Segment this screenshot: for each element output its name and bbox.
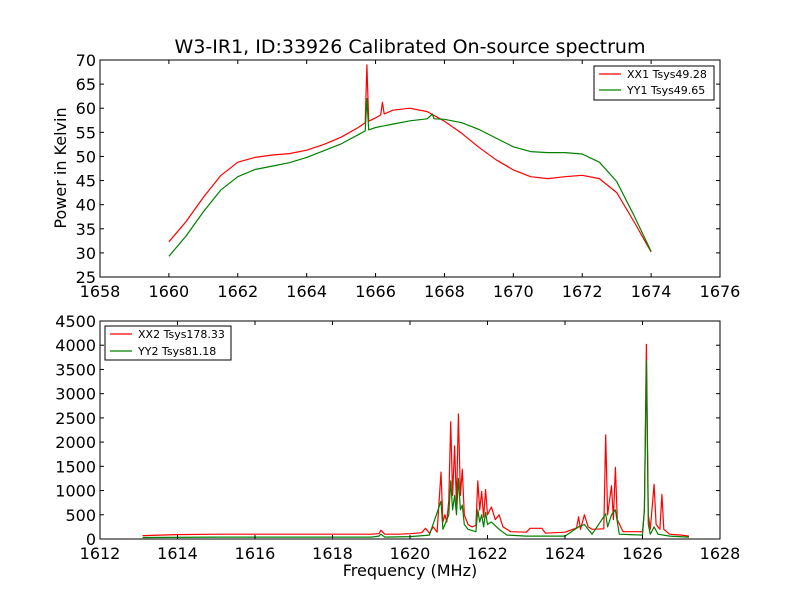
bottom-x-tick-label: 1622 <box>467 544 508 563</box>
bottom-ticks-group: 1612 1614 1616 1618 1620 1622 1624 1626 1628 0 500… <box>55 312 740 563</box>
top-y-tick-label: 35 <box>76 220 96 239</box>
bottom-x-tick-label: 1616 <box>235 544 276 563</box>
top-legend-label-xx1: XX1 Tsys49.28 <box>627 68 707 81</box>
bottom-x-tick-label: 1624 <box>545 544 586 563</box>
top-legend-box <box>593 65 715 101</box>
bottom-y-tick-label: 2500 <box>55 409 96 428</box>
bottom-legend-label-xx2: XX2 Tsys178.33 <box>138 328 225 341</box>
bottom-legend-label-yy2: YY2 Tsys81.18 <box>137 345 216 358</box>
top-series-group <box>168 64 652 257</box>
bottom-y-tick-label: 2000 <box>55 433 96 452</box>
bottom-x-tick-label: 1620 <box>390 544 431 563</box>
bottom-x-tick-label: 1612 <box>80 544 121 563</box>
bottom-y-tick-label: 1500 <box>55 457 96 476</box>
bottom-legend-box <box>104 325 232 361</box>
top-y-tick-label: 40 <box>76 196 96 215</box>
bottom-y-tick-label: 3500 <box>55 360 96 379</box>
bottom-x-tick-label: 1618 <box>312 544 353 563</box>
top-y-tick-label: 60 <box>76 99 96 118</box>
top-ticks-group: 1658 1660 1662 1664 1666 1668 1670 1672 1674 1676… <box>76 51 741 301</box>
bottom-y-tick-label: 4500 <box>55 312 96 331</box>
top-x-tick-label: 1666 <box>355 282 396 301</box>
top-x-tick-label: 1670 <box>493 282 534 301</box>
bottom-y-tick-label: 3000 <box>55 385 96 404</box>
bottom-series-line-2 <box>142 360 690 539</box>
top-y-tick-label: 25 <box>76 268 96 287</box>
bottom-x-axis-label: Frequency (MHz) <box>343 561 477 580</box>
top-x-tick-label: 1660 <box>149 282 190 301</box>
top-y-tick-label: 45 <box>76 172 96 191</box>
bottom-x-tick-label: 1628 <box>700 544 741 563</box>
bottom-x-tick-label: 1614 <box>157 544 198 563</box>
bottom-x-tick-label: 1626 <box>622 544 663 563</box>
top-legend-label-yy1: YY1 Tsys49.65 <box>626 84 705 97</box>
bottom-legend: XX2 Tsys178.33 YY2 Tsys81.18 <box>104 325 232 361</box>
bottom-y-tick-label: 0 <box>86 530 96 549</box>
top-x-tick-label: 1668 <box>424 282 465 301</box>
top-y-tick-label: 30 <box>76 244 96 263</box>
top-chart-title: W3-IR1, ID:33926 Calibrated On-source sp… <box>175 36 646 58</box>
top-x-tick-label: 1676 <box>700 282 741 301</box>
bottom-y-tick-label: 1000 <box>55 482 96 501</box>
top-spectrum-plot: 1658 1660 1662 1664 1666 1668 1670 1672 1674 1676… <box>51 51 740 301</box>
top-series-line-2 <box>168 97 652 257</box>
top-plot-frame <box>99 59 721 278</box>
top-y-tick-label: 50 <box>76 147 96 166</box>
top-x-tick-label: 1664 <box>286 282 327 301</box>
top-x-tick-label: 1672 <box>562 282 603 301</box>
top-y-tick-label: 65 <box>76 75 96 94</box>
top-x-tick-label: 1674 <box>631 282 672 301</box>
bottom-spectrum-plot: 1612 1614 1616 1618 1620 1622 1624 1626 1628 0 500… <box>55 312 740 580</box>
top-y-axis-label: Power in Kelvin <box>51 107 70 228</box>
top-x-tick-label: 1658 <box>80 282 121 301</box>
top-legend: XX1 Tsys49.28 YY1 Tsys49.65 <box>593 65 715 101</box>
top-y-tick-label: 70 <box>76 51 96 70</box>
top-series-line-1 <box>168 64 652 253</box>
bottom-series-group <box>142 343 690 539</box>
bottom-y-tick-label: 500 <box>65 506 96 525</box>
bottom-y-tick-label: 4000 <box>55 336 96 355</box>
top-y-tick-label: 55 <box>76 123 96 142</box>
top-x-tick-label: 1662 <box>217 282 258 301</box>
